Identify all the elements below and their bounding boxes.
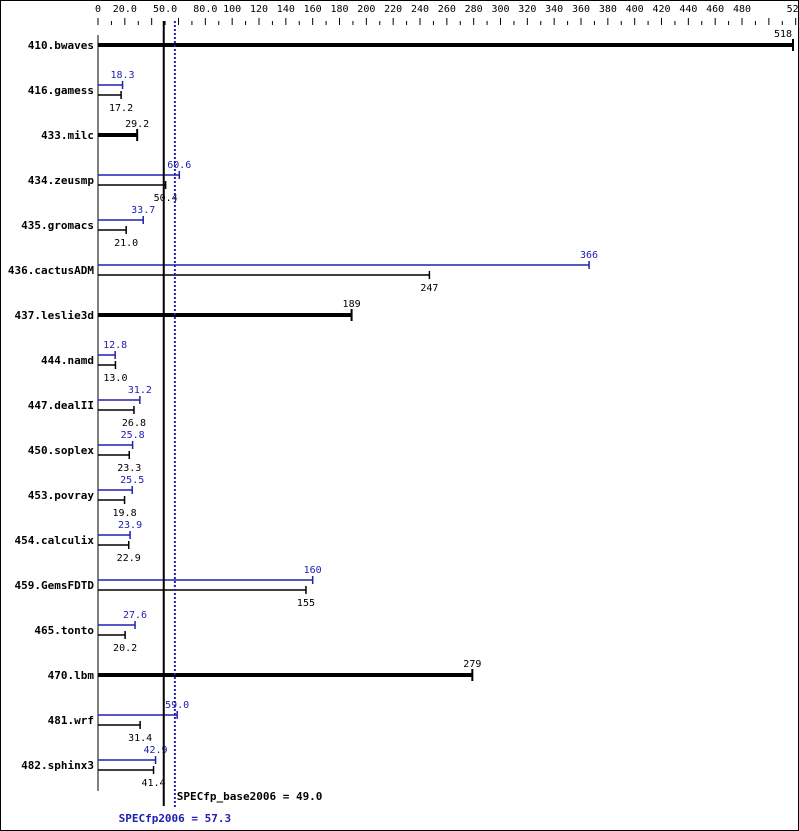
base-value-label: 189 bbox=[343, 299, 361, 310]
tick-label: 520 bbox=[787, 4, 798, 15]
category-label: 444.namd bbox=[41, 354, 94, 367]
base-value-label: 19.8 bbox=[113, 508, 137, 519]
category-label: 450.soplex bbox=[28, 444, 95, 457]
base-value-label: 20.2 bbox=[113, 643, 137, 654]
base-value-label: 26.8 bbox=[122, 418, 146, 429]
peak-value-label: 160 bbox=[304, 565, 322, 576]
base-value-label: 23.3 bbox=[117, 463, 141, 474]
base-value-label: 155 bbox=[297, 598, 315, 609]
peak-reference-label: SPECfp2006 = 57.3 bbox=[119, 812, 232, 825]
base-reference-label: SPECfp_base2006 = 49.0 bbox=[177, 790, 323, 803]
category-label: 482.sphinx3 bbox=[21, 759, 94, 772]
base-value-label: 13.0 bbox=[103, 373, 127, 384]
peak-value-label: 18.3 bbox=[111, 70, 135, 81]
tick-label: 100 bbox=[223, 4, 241, 15]
peak-value-label: 60.6 bbox=[167, 160, 191, 171]
tick-label: 300 bbox=[491, 4, 509, 15]
tick-label: 240 bbox=[411, 4, 429, 15]
base-value-label: 279 bbox=[463, 659, 481, 670]
category-label: 459.GemsFDTD bbox=[15, 579, 95, 592]
base-value-label: 22.9 bbox=[117, 553, 141, 564]
category-label: 433.milc bbox=[41, 129, 94, 142]
category-label: 434.zeusmp bbox=[28, 174, 95, 187]
category-label: 454.calculix bbox=[15, 534, 95, 547]
peak-value-label: 12.8 bbox=[103, 340, 127, 351]
peak-value-label: 33.7 bbox=[131, 205, 155, 216]
tick-label: 460 bbox=[706, 4, 724, 15]
peak-value-label: 31.2 bbox=[128, 385, 152, 396]
base-value-label: 50.4 bbox=[154, 193, 178, 204]
category-label: 437.leslie3d bbox=[15, 309, 94, 322]
base-value-label: 29.2 bbox=[125, 119, 149, 130]
category-label: 436.cactusADM bbox=[8, 264, 94, 277]
tick-label: 360 bbox=[572, 4, 590, 15]
base-value-label: 31.4 bbox=[128, 733, 152, 744]
peak-value-label: 25.8 bbox=[121, 430, 145, 441]
category-label: 453.povray bbox=[28, 489, 95, 502]
tick-label: 440 bbox=[679, 4, 697, 15]
category-label: 470.lbm bbox=[48, 669, 95, 682]
tick-label: 0 bbox=[95, 4, 101, 15]
category-label: 481.wrf bbox=[48, 714, 94, 727]
base-value-label: 41.4 bbox=[141, 778, 165, 789]
category-label: 447.dealII bbox=[28, 399, 94, 412]
base-value-label: 247 bbox=[420, 283, 438, 294]
tick-label: 200 bbox=[357, 4, 375, 15]
tick-label: 340 bbox=[545, 4, 563, 15]
peak-value-label: 25.5 bbox=[120, 475, 144, 486]
tick-label: 260 bbox=[438, 4, 456, 15]
tick-label: 480 bbox=[733, 4, 751, 15]
peak-value-label: 366 bbox=[580, 250, 598, 261]
tick-label: 120 bbox=[250, 4, 268, 15]
category-label: 416.gamess bbox=[28, 84, 94, 97]
base-value-label: 518 bbox=[774, 29, 792, 40]
tick-label: 380 bbox=[599, 4, 617, 15]
base-value-label: 21.0 bbox=[114, 238, 138, 249]
peak-value-label: 27.6 bbox=[123, 610, 147, 621]
tick-label: 160 bbox=[304, 4, 322, 15]
peak-value-label: 23.9 bbox=[118, 520, 142, 531]
tick-label: 20.0 bbox=[113, 4, 137, 15]
tick-label: 140 bbox=[277, 4, 295, 15]
tick-label: 80.0 bbox=[193, 4, 217, 15]
peak-value-label: 59.0 bbox=[165, 700, 189, 711]
peak-value-label: 42.9 bbox=[144, 745, 168, 756]
tick-label: 50.0 bbox=[153, 4, 177, 15]
category-label: 435.gromacs bbox=[21, 219, 94, 232]
tick-label: 420 bbox=[652, 4, 670, 15]
tick-label: 320 bbox=[518, 4, 536, 15]
tick-label: 400 bbox=[626, 4, 644, 15]
base-value-label: 17.2 bbox=[109, 103, 133, 114]
tick-label: 180 bbox=[330, 4, 348, 15]
category-label: 410.bwaves bbox=[28, 39, 94, 52]
tick-label: 280 bbox=[465, 4, 483, 15]
category-label: 465.tonto bbox=[34, 624, 94, 637]
tick-label: 220 bbox=[384, 4, 402, 15]
